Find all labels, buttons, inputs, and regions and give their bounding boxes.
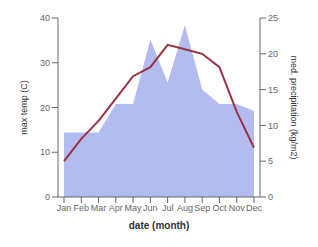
svg-text:10: 10 — [40, 147, 50, 157]
svg-text:Jun: Jun — [143, 203, 158, 213]
svg-text:Oct: Oct — [212, 203, 227, 213]
svg-text:30: 30 — [40, 58, 50, 68]
svg-text:15: 15 — [268, 85, 278, 95]
svg-text:Mar: Mar — [91, 203, 107, 213]
svg-text:Sep: Sep — [194, 203, 210, 213]
svg-text:Dec: Dec — [246, 203, 263, 213]
svg-text:max temp (C): max temp (C) — [19, 80, 29, 135]
svg-text:40: 40 — [40, 13, 50, 23]
svg-text:5: 5 — [268, 156, 273, 166]
svg-text:date (month): date (month) — [129, 220, 190, 231]
svg-text:20: 20 — [40, 103, 50, 113]
svg-text:Jan: Jan — [57, 203, 72, 213]
svg-text:0: 0 — [268, 192, 273, 202]
svg-text:May: May — [125, 203, 143, 213]
svg-text:Nov: Nov — [229, 203, 246, 213]
svg-text:10: 10 — [268, 121, 278, 131]
svg-text:Aug: Aug — [177, 203, 193, 213]
svg-text:Feb: Feb — [74, 203, 90, 213]
svg-text:med. precipitation (kg/m2): med. precipitation (kg/m2) — [289, 55, 299, 159]
svg-text:25: 25 — [268, 13, 278, 23]
svg-text:20: 20 — [268, 49, 278, 59]
svg-text:0: 0 — [45, 192, 50, 202]
svg-text:Apr: Apr — [109, 203, 123, 213]
svg-text:Jul: Jul — [162, 203, 174, 213]
